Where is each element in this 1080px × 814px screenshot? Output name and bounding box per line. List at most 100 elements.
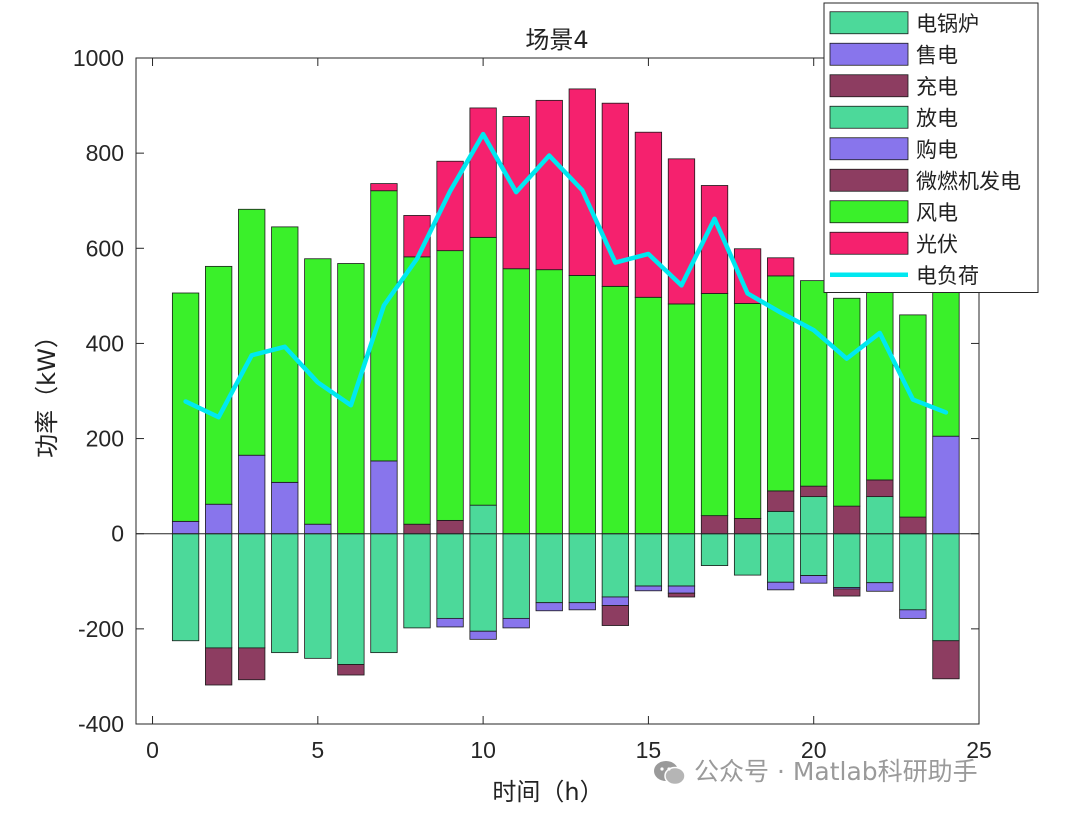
bar-series-3-t22 bbox=[866, 496, 894, 535]
bar-series-1-t22 bbox=[866, 582, 894, 592]
legend-label: 风电 bbox=[916, 201, 958, 225]
bar-series-1-t11 bbox=[502, 617, 530, 629]
y-tick-label: 1000 bbox=[73, 45, 124, 71]
bar-series-7-t7 bbox=[370, 183, 398, 192]
x-tick-label: 5 bbox=[311, 737, 324, 763]
bar-series-6-t8 bbox=[403, 256, 431, 525]
watermark-text: 公众号 · Matlab科研助手 bbox=[694, 757, 978, 786]
line-series-0 bbox=[183, 131, 949, 420]
bar-series-1-t9 bbox=[436, 617, 464, 628]
axes-group: 0 5 10 15 20 25 -400 -200 0 200 400 600 800 1000 bbox=[73, 45, 992, 763]
bar-series-6-t17 bbox=[700, 293, 729, 517]
bar-series-4-t7 bbox=[370, 460, 398, 535]
bar-series-7-t14 bbox=[601, 102, 629, 287]
legend-label: 放电 bbox=[916, 106, 958, 130]
bar-series-6-t15 bbox=[634, 296, 663, 535]
bar-series-6-t20 bbox=[800, 280, 828, 487]
bar-series-6-t7 bbox=[370, 190, 398, 462]
legend-label: 微燃机发电 bbox=[916, 169, 1021, 193]
y-tick-label: 0 bbox=[111, 521, 124, 547]
bar-series-6-t21 bbox=[833, 297, 861, 507]
bar-series-7-t12 bbox=[535, 99, 563, 271]
bar-series-2-t14 bbox=[601, 605, 629, 626]
bar-series-0-t7 bbox=[370, 533, 398, 654]
bar-series-7-t19 bbox=[767, 257, 795, 277]
x-tick-label: 10 bbox=[470, 737, 496, 763]
bar-series-0-t17 bbox=[700, 533, 729, 566]
bar-series-0-t13 bbox=[568, 533, 596, 604]
bar-series-1-t10 bbox=[469, 630, 497, 640]
legend-label: 售电 bbox=[916, 43, 958, 67]
legend-label: 电负荷 bbox=[916, 264, 979, 288]
bar-series-2-t16 bbox=[667, 592, 696, 598]
bar-series-2-t24 bbox=[932, 640, 960, 680]
bar-series-1-t15 bbox=[634, 585, 663, 592]
legend-swatch bbox=[829, 168, 909, 192]
y-tick-label: -400 bbox=[78, 711, 124, 737]
bar-series-6-t23 bbox=[899, 314, 927, 518]
bar-series-0-t12 bbox=[535, 533, 563, 604]
legend-swatch bbox=[829, 11, 909, 35]
x-axis-label: 时间（h） bbox=[492, 778, 603, 806]
y-tick-label: 800 bbox=[86, 140, 124, 166]
bar-series-4-t5 bbox=[304, 523, 332, 535]
y-axis-label: 功率（kW） bbox=[33, 324, 61, 458]
x-tick-label: 15 bbox=[636, 737, 662, 763]
legend-swatch bbox=[829, 74, 909, 98]
bar-series-3-t19 bbox=[767, 510, 795, 535]
bar-series-5-t8 bbox=[403, 523, 431, 535]
bar-series-5-t22 bbox=[866, 479, 894, 498]
x-tick-label: 0 bbox=[146, 737, 159, 763]
bar-series-0-t9 bbox=[436, 533, 464, 619]
bar-series-7-t15 bbox=[634, 131, 663, 298]
legend-label: 充电 bbox=[916, 75, 958, 99]
bar-series-7-t10 bbox=[469, 107, 497, 238]
bar-series-1-t20 bbox=[800, 575, 828, 584]
bars-group bbox=[171, 88, 960, 686]
bar-series-5-t17 bbox=[700, 515, 729, 535]
bar-series-6-t2 bbox=[205, 265, 233, 505]
bar-series-0-t23 bbox=[899, 533, 927, 611]
bar-series-5-t20 bbox=[800, 485, 828, 498]
bar-series-0-t5 bbox=[304, 533, 332, 659]
bar-series-6-t13 bbox=[568, 274, 596, 535]
bar-series-4-t3 bbox=[238, 454, 266, 535]
watermark: 公众号 · Matlab科研助手 bbox=[652, 752, 978, 788]
bar-series-2-t3 bbox=[238, 647, 266, 681]
bar-series-1-t16 bbox=[667, 585, 696, 594]
bar-series-6-t19 bbox=[767, 275, 795, 492]
bar-series-1-t19 bbox=[767, 581, 795, 591]
bar-series-5-t23 bbox=[899, 516, 927, 535]
legend-label: 光伏 bbox=[916, 232, 958, 256]
bar-series-6-t18 bbox=[733, 303, 762, 519]
bar-series-6-t16 bbox=[667, 303, 696, 535]
wechat-icon bbox=[654, 761, 686, 786]
bar-series-1-t14 bbox=[601, 596, 629, 606]
bar-series-6-t3 bbox=[238, 208, 266, 456]
bar-series-0-t2 bbox=[205, 533, 233, 649]
bar-series-0-t16 bbox=[667, 533, 696, 587]
bar-series-5-t21 bbox=[833, 505, 861, 535]
bar-series-0-t15 bbox=[634, 533, 663, 587]
bar-series-1-t23 bbox=[899, 609, 927, 619]
bar-series-0-t18 bbox=[733, 533, 762, 576]
bar-series-0-t22 bbox=[866, 533, 894, 584]
bar-series-4-t24 bbox=[932, 435, 960, 535]
bar-series-0-t10 bbox=[469, 533, 497, 632]
legend-label: 购电 bbox=[916, 138, 958, 162]
y-tick-label: 200 bbox=[86, 426, 124, 452]
bar-series-5-t9 bbox=[436, 519, 464, 535]
legend-swatch bbox=[829, 105, 909, 129]
bar-series-6-t9 bbox=[436, 250, 464, 521]
bar-series-0-t3 bbox=[238, 533, 266, 649]
legend-swatch bbox=[829, 137, 909, 161]
bar-series-6-t12 bbox=[535, 269, 563, 535]
legend-swatch bbox=[829, 200, 909, 224]
y-tick-label: 600 bbox=[86, 235, 124, 261]
bar-series-6-t22 bbox=[866, 279, 894, 481]
bar-series-4-t4 bbox=[271, 481, 299, 535]
bar-series-0-t20 bbox=[800, 533, 828, 576]
bar-series-1-t12 bbox=[535, 602, 563, 612]
bar-series-4-t1 bbox=[171, 520, 200, 535]
